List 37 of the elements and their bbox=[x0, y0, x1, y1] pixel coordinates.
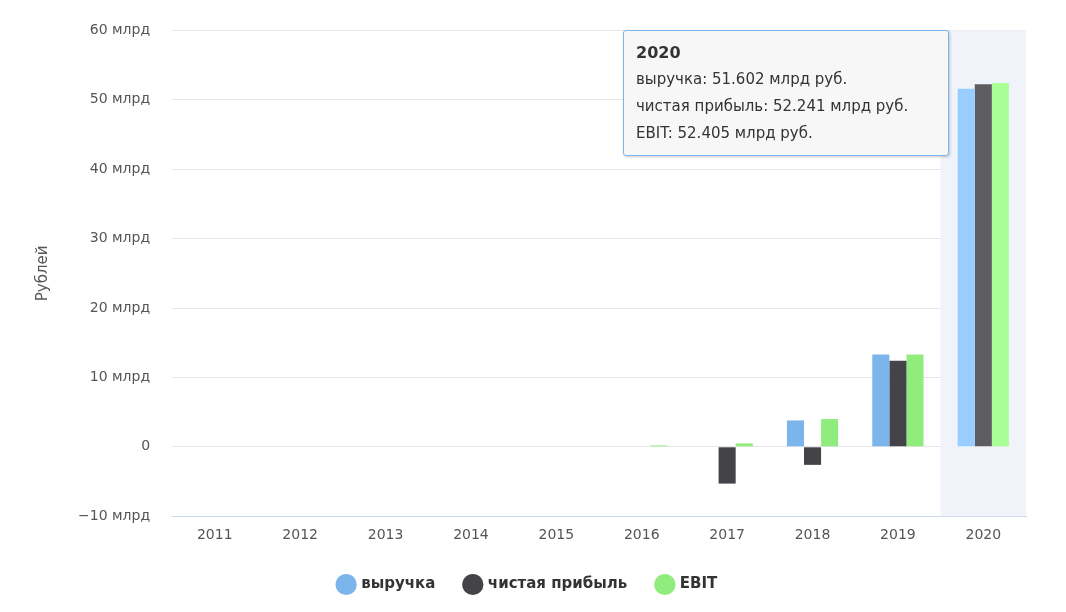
x-tick-label: 2013 bbox=[367, 526, 404, 543]
legend-label: чистая прибыль bbox=[487, 574, 628, 593]
x-tick-label: 2019 bbox=[880, 526, 916, 543]
y-tick-label: 0 bbox=[141, 437, 151, 454]
bar bbox=[821, 419, 839, 447]
annotation: EBIT: 52.405 млрд руб. bbox=[636, 123, 814, 144]
annotation: чистая прибыль: 52.241 млрд руб. bbox=[636, 96, 910, 117]
x-tick-label: 2011 bbox=[196, 526, 233, 543]
bar bbox=[786, 420, 804, 447]
bar bbox=[906, 354, 924, 447]
y-tick-label: 30 млрд bbox=[89, 229, 151, 246]
legend-label: выручка bbox=[361, 574, 436, 593]
bar bbox=[974, 84, 992, 447]
y-tick-label: 60 млрд bbox=[89, 21, 151, 38]
bar bbox=[803, 447, 822, 465]
y-tick-label: 40 млрд bbox=[89, 159, 151, 176]
y-axis-title: Рублей bbox=[32, 245, 51, 302]
bar bbox=[872, 354, 890, 447]
bar bbox=[957, 88, 975, 447]
x-tick-label: 2018 bbox=[794, 526, 831, 543]
annotation: 2020 bbox=[636, 42, 682, 64]
x-tick-label: 2015 bbox=[538, 526, 575, 543]
legend-label: EBIT bbox=[679, 574, 719, 593]
x-tick-label: 2020 bbox=[965, 526, 1002, 543]
y-tick-label: 10 млрд bbox=[89, 368, 151, 385]
x-tick-label: 2012 bbox=[282, 526, 318, 543]
bar bbox=[735, 443, 753, 447]
x-tick-label: 2016 bbox=[623, 526, 660, 543]
bar bbox=[889, 360, 907, 447]
x-tick-label: 2017 bbox=[709, 526, 745, 543]
y-tick-label: 20 млрд bbox=[89, 298, 151, 315]
bar bbox=[718, 447, 736, 484]
bar bbox=[991, 83, 1009, 447]
x-tick-label: 2014 bbox=[453, 526, 489, 543]
annotation: выручка: 51.602 млрд руб. bbox=[636, 69, 849, 90]
y-tick-label: −10 млрд bbox=[77, 506, 151, 523]
y-tick-label: 50 млрд bbox=[89, 90, 151, 107]
